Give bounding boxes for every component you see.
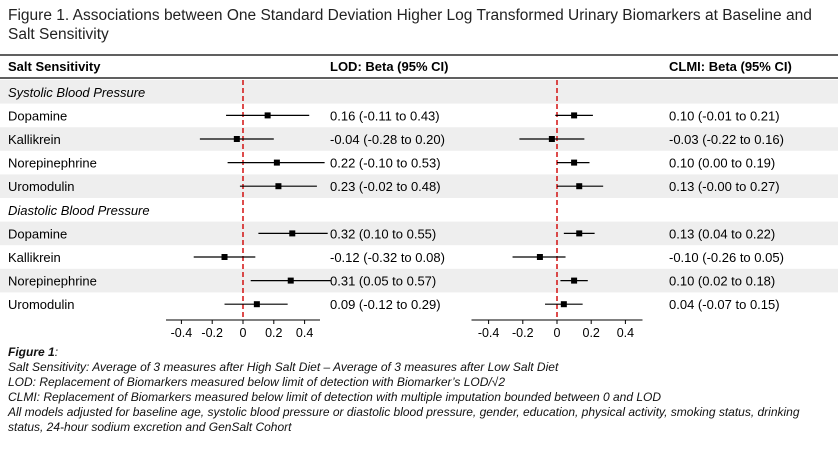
note-lod: LOD: Replacement of Biomarkers measured …	[8, 375, 506, 389]
row-band	[0, 174, 838, 198]
clmi-point-estimate	[571, 112, 578, 119]
biomarker-label: Dopamine	[8, 226, 67, 241]
clmi-estimate-text: -0.03 (-0.22 to 0.16)	[669, 132, 784, 147]
lod-x-tick-label: 0.4	[296, 326, 313, 340]
lod-estimate-text: 0.31 (0.05 to 0.57)	[330, 274, 436, 289]
lod-point-estimate	[273, 159, 280, 166]
clmi-estimate-text: 0.10 (0.02 to 0.18)	[669, 274, 775, 289]
clmi-x-tick-label: 0.2	[583, 326, 600, 340]
note-salt-sensitivity: Salt Sensitivity: Average of 3 measures …	[8, 360, 559, 374]
group-label: Diastolic Blood Pressure	[8, 203, 150, 218]
header-clmi: CLMI: Beta (95% CI)	[669, 59, 792, 74]
clmi-point-estimate	[576, 230, 583, 237]
clmi-point-estimate	[560, 301, 567, 308]
clmi-point-estimate	[571, 277, 578, 284]
lod-point-estimate	[253, 301, 260, 308]
clmi-estimate-text: -0.10 (-0.26 to 0.05)	[669, 250, 784, 265]
clmi-x-tick-label: -0.4	[478, 326, 500, 340]
group-label: Systolic Blood Pressure	[8, 85, 145, 100]
lod-point-estimate	[221, 254, 228, 260]
lod-estimate-text: 0.09 (-0.12 to 0.29)	[330, 297, 441, 312]
lod-estimate-text: 0.23 (-0.02 to 0.48)	[330, 179, 441, 194]
notes-lead-suffix: :	[54, 345, 59, 359]
row-band	[0, 80, 838, 104]
clmi-estimate-text: 0.13 (0.04 to 0.22)	[669, 226, 775, 241]
note-clmi: CLMI: Replacement of Biomarkers measured…	[8, 390, 662, 404]
clmi-point-estimate	[571, 159, 578, 166]
clmi-x-tick-label: 0.4	[617, 326, 634, 340]
lod-point-estimate	[264, 112, 271, 119]
biomarker-label: Norepinephrine	[8, 274, 97, 289]
lod-point-estimate	[275, 183, 282, 190]
lod-point-estimate	[287, 277, 294, 284]
clmi-point-estimate	[536, 254, 543, 260]
lod-estimate-text: 0.16 (-0.11 to 0.43)	[330, 108, 440, 123]
lod-estimate-text: 0.22 (-0.10 to 0.53)	[330, 156, 441, 171]
header-lod: LOD: Beta (95% CI)	[330, 59, 448, 74]
lod-x-tick-label: -0.2	[201, 326, 223, 340]
lod-x-tick-label: 0	[240, 326, 247, 340]
header-outcome: Salt Sensitivity	[8, 59, 101, 74]
biomarker-label: Uromodulin	[8, 179, 74, 194]
figure-title: Figure 1. Associations between One Stand…	[8, 7, 812, 43]
clmi-x-tick-label: -0.2	[512, 326, 534, 340]
biomarker-label: Dopamine	[8, 108, 67, 123]
biomarker-label: Kallikrein	[8, 132, 61, 147]
clmi-estimate-text: 0.04 (-0.07 to 0.15)	[669, 297, 780, 312]
note-adjustment: All models adjusted for baseline age, sy…	[8, 405, 800, 434]
clmi-point-estimate	[548, 136, 555, 142]
figure-notes: Figure 1: Salt Sensitivity: Average of 3…	[8, 345, 830, 435]
row-band	[0, 127, 838, 151]
clmi-estimate-text: 0.10 (0.00 to 0.19)	[669, 156, 775, 171]
lod-estimate-text: 0.32 (0.10 to 0.55)	[330, 226, 436, 241]
lod-point-estimate	[233, 136, 240, 142]
clmi-point-estimate	[576, 183, 583, 190]
notes-lead-label: Figure 1	[8, 345, 55, 359]
notes-lead: Figure 1:	[8, 345, 830, 360]
lod-x-tick-label: -0.4	[171, 326, 193, 340]
row-band	[0, 268, 838, 293]
clmi-estimate-text: 0.13 (-0.00 to 0.27)	[669, 179, 780, 194]
lod-estimate-text: -0.12 (-0.32 to 0.08)	[330, 250, 445, 265]
biomarker-label: Kallikrein	[8, 250, 61, 265]
lod-estimate-text: -0.04 (-0.28 to 0.20)	[330, 132, 445, 147]
row-band	[0, 221, 838, 246]
lod-point-estimate	[289, 230, 296, 237]
clmi-estimate-text: 0.10 (-0.01 to 0.21)	[669, 108, 780, 123]
biomarker-label: Norepinephrine	[8, 156, 97, 171]
clmi-x-tick-label: 0	[554, 326, 561, 340]
lod-x-tick-label: 0.2	[265, 326, 282, 340]
biomarker-label: Uromodulin	[8, 297, 74, 312]
